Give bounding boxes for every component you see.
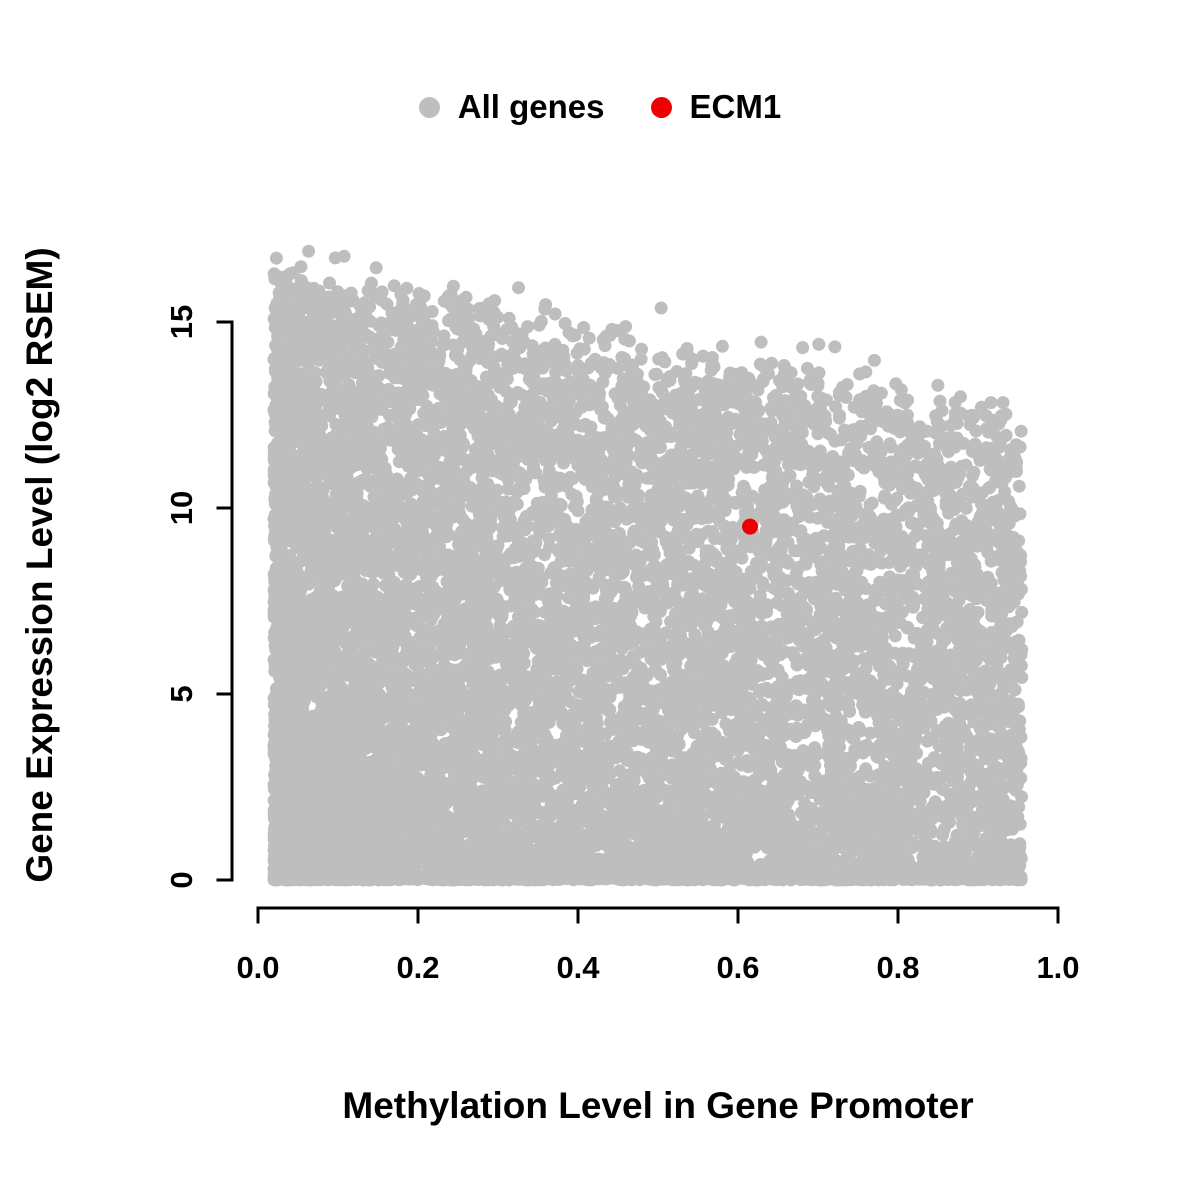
all-genes-points <box>267 244 1029 887</box>
y-tick-label: 0 <box>164 871 199 888</box>
y-tick-label: 15 <box>164 305 199 339</box>
legend-item-all-genes: All genes <box>418 88 605 126</box>
ecm1-point <box>742 518 758 535</box>
x-tick-label: 0.0 <box>236 950 279 985</box>
x-axis-title: Methylation Level in Gene Promoter <box>342 1085 974 1126</box>
legend: All genes ECM1 <box>0 88 1200 126</box>
x-tick-label: 1.0 <box>1036 950 1079 985</box>
legend-label-all-genes: All genes <box>457 88 605 125</box>
x-tick-label: 0.6 <box>716 950 759 985</box>
axes: 0.0 0.2 0.4 0.6 0.8 1.0 0 5 10 15 <box>164 305 1080 985</box>
y-axis-title: Gene Expression Level (log2 RSEM) <box>19 247 60 883</box>
x-tick-label: 0.8 <box>876 950 919 985</box>
ecm1-dot-icon <box>650 96 672 118</box>
all-genes-dot-icon <box>418 96 440 118</box>
x-tick-label: 0.4 <box>556 950 600 985</box>
y-tick-label: 10 <box>164 491 199 525</box>
legend-item-ecm1: ECM1 <box>650 88 782 126</box>
y-tick-label: 5 <box>164 685 199 702</box>
legend-label-ecm1: ECM1 <box>689 88 782 125</box>
x-tick-label: 0.2 <box>396 950 439 985</box>
